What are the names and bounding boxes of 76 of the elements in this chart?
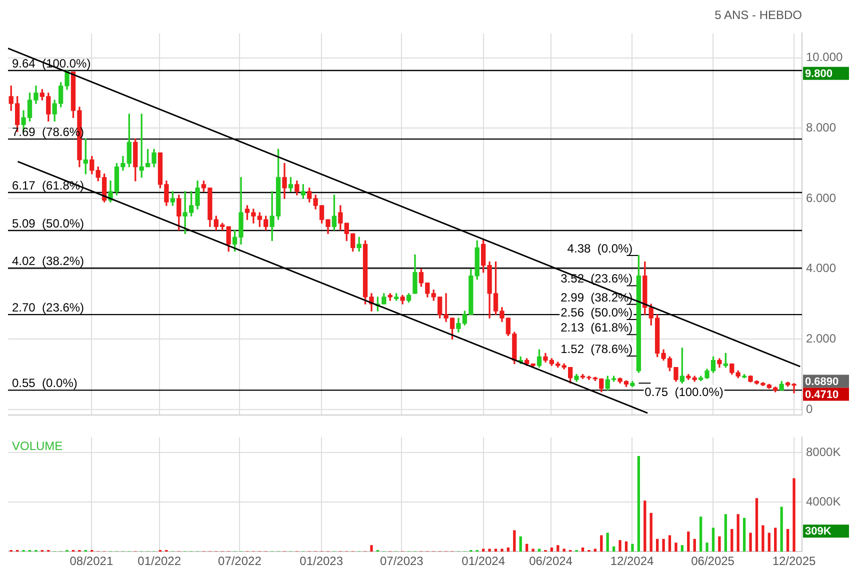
text: 309K [805, 526, 832, 538]
bar [618, 540, 622, 552]
bar [693, 538, 696, 552]
bar [730, 529, 734, 552]
bar [786, 529, 790, 552]
x-tick-label: 07/2022 [218, 554, 262, 568]
bar [513, 530, 516, 552]
x-tick-label: 07/2023 [380, 554, 424, 568]
x-tick-label: 01/2024 [462, 554, 506, 568]
annotation: 2.13 (61.8%) [560, 320, 633, 335]
x-tick-label: 08/2021 [70, 554, 114, 568]
bar [637, 456, 640, 552]
bar [550, 548, 554, 552]
bar [742, 518, 746, 552]
y-tick-label: 8000K [806, 444, 841, 459]
bar [519, 536, 522, 552]
ref-line-label: 5.09 (50.0%) [12, 216, 84, 231]
bar [500, 548, 504, 552]
bar [736, 514, 740, 552]
bar [488, 548, 491, 552]
bar [674, 542, 678, 552]
bar [624, 541, 628, 552]
bar [680, 545, 684, 552]
y-tick-label: 4000K [806, 494, 841, 508]
annotation: 3.52 (23.6%) [560, 272, 633, 286]
bar [506, 548, 510, 552]
annotation: 0.75 (100.0%) [644, 385, 724, 400]
bar [768, 532, 770, 552]
bar [699, 516, 702, 552]
bar [650, 512, 652, 552]
y-tick-label: 10.000 [806, 50, 844, 64]
x-tick-label: 01/2022 [138, 554, 182, 568]
bar [755, 498, 758, 552]
ref-line-label: 0.55 (0.0%) [12, 376, 78, 390]
x-tick-label: 01/2023 [300, 554, 344, 568]
bar [581, 548, 584, 552]
bar [532, 548, 534, 552]
x-tick-label: 12/2024 [610, 554, 654, 568]
bar [631, 544, 634, 552]
bar [668, 535, 672, 552]
x-tick-label: 06/2025 [691, 554, 735, 568]
bar [370, 545, 373, 552]
ref-line-label: 2.70 (23.6%) [12, 300, 84, 315]
bar [656, 538, 659, 552]
text: 9.800 [805, 68, 833, 80]
bar [644, 500, 646, 552]
bar [606, 532, 609, 552]
y-tick-label: 4.000 [806, 261, 836, 276]
bar [526, 544, 528, 552]
chart-title: VOLUME [12, 439, 63, 454]
y-tick-label: 0 [806, 402, 813, 416]
bar [724, 514, 727, 552]
y-tick-label: 2.000 [806, 331, 836, 346]
x-tick-label: 12/2025 [772, 554, 816, 568]
chart-subtitle: 5 ANS - HEBDO [714, 8, 802, 22]
ref-line-label: 4.02 (38.2%) [12, 254, 84, 268]
bar [556, 545, 560, 552]
text: 0.6890 [805, 376, 839, 388]
x-tick-label: 06/2024 [529, 554, 573, 568]
bar [774, 528, 777, 552]
bar [718, 536, 721, 552]
bar [762, 525, 764, 552]
bar [780, 506, 783, 552]
y-tick-label: 8.000 [806, 120, 836, 134]
text: 0.4710 [805, 388, 839, 401]
bar [662, 538, 665, 552]
bar [706, 542, 708, 552]
annotation: 4.38 (0.0%) [567, 241, 633, 256]
annotation: 1.52 (78.6%) [560, 342, 633, 356]
bar [749, 532, 752, 552]
bar [687, 531, 690, 552]
bar [792, 478, 796, 552]
bar [712, 528, 715, 552]
bar [600, 535, 603, 552]
y-tick-label: 6.000 [806, 190, 836, 205]
annotation: 2.56 (50.0%) [560, 305, 633, 320]
